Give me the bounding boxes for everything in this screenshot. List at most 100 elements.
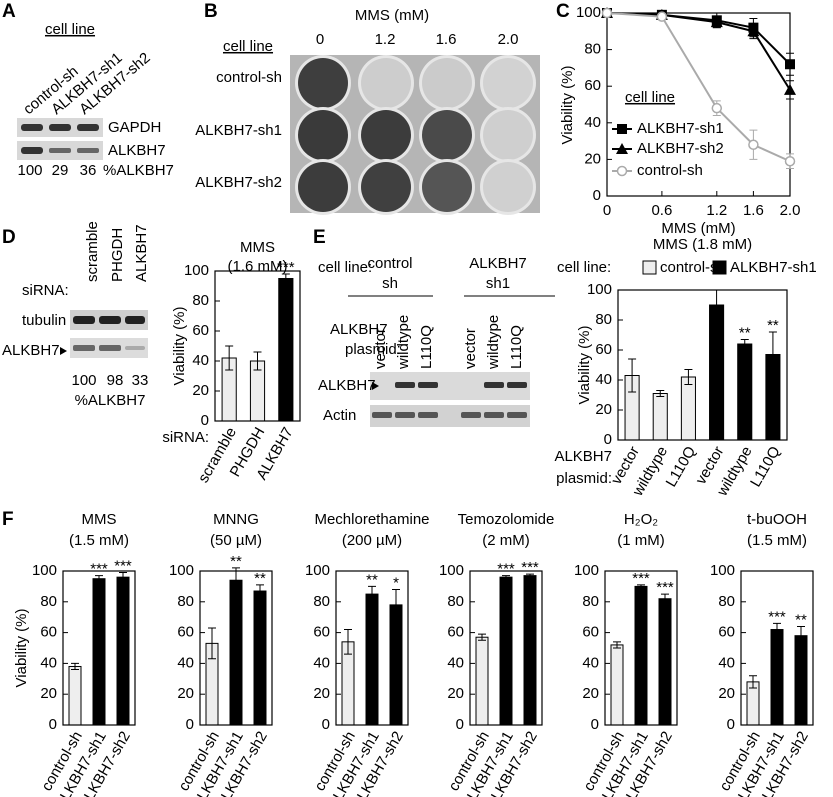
y-tick-label: 20	[192, 382, 209, 399]
y-tick-label: 60	[718, 624, 735, 641]
y-tick-label: 100	[574, 562, 599, 579]
lane-label: vector	[462, 328, 479, 369]
y-tick-label: 0	[727, 716, 735, 733]
error-bar	[740, 339, 749, 349]
error-bar	[344, 629, 352, 655]
error-bar	[281, 273, 290, 284]
legend-swatch	[712, 260, 727, 275]
y-tick-label: 80	[313, 593, 330, 610]
panel-label: B	[204, 1, 218, 22]
bar	[499, 576, 513, 726]
y-tick-label: 60	[584, 77, 601, 94]
row-label: ALKBH7-sh2	[195, 174, 282, 191]
y-tick-label: 100	[576, 4, 601, 21]
error-bar	[119, 572, 127, 583]
plot-frame	[469, 570, 543, 726]
marker	[601, 7, 613, 19]
y-tick-label: 100	[305, 562, 330, 579]
plot-frame	[214, 270, 301, 422]
x-tick-label: 0	[603, 202, 611, 219]
legend-label: control-sh	[637, 162, 703, 179]
bar	[523, 575, 537, 726]
bar	[389, 604, 403, 726]
y-tick-label: 20	[582, 685, 599, 702]
y-tick-label: 0	[593, 187, 601, 204]
plot-frame	[617, 289, 788, 441]
chart-subtitle: (1.5 mM)	[747, 532, 807, 549]
group-label: sh	[382, 275, 398, 292]
y-tick-label: 0	[604, 431, 612, 448]
plot-frame	[335, 570, 409, 726]
panel-label: A	[2, 1, 16, 22]
bar	[794, 635, 808, 726]
chart-title: Temozolomide	[458, 511, 555, 528]
y-tick-label: 40	[40, 654, 57, 671]
error-bar	[768, 331, 777, 378]
chart-title: MMS	[82, 511, 117, 528]
significance: ***	[632, 570, 650, 587]
error-bar	[392, 588, 400, 621]
chart-title: Mechlorethamine	[314, 511, 429, 528]
y-tick-label: 60	[313, 624, 330, 641]
error-bar	[628, 358, 637, 393]
significance: ***	[656, 579, 674, 596]
bar	[737, 343, 753, 441]
lane-label: wildtype	[395, 315, 412, 370]
y-tick-label: 100	[439, 562, 464, 579]
marker	[784, 155, 796, 167]
plot-frame	[199, 570, 273, 726]
y-tick-label: 80	[192, 292, 209, 309]
bar	[278, 278, 294, 422]
y-tick-label: 80	[582, 593, 599, 610]
group-heading: cell line:	[318, 259, 372, 276]
blot-bands	[73, 316, 145, 351]
plot-frame	[604, 570, 678, 726]
bar	[229, 579, 243, 726]
y-tick-label: 80	[718, 593, 735, 610]
significance: ***	[497, 561, 515, 578]
dose-label: 1.2	[375, 31, 396, 48]
quant-label: %ALKBH7	[75, 392, 146, 409]
marker	[711, 102, 723, 114]
y-tick-label: 20	[313, 685, 330, 702]
panel-label: C	[556, 1, 570, 22]
y-axis-label: Viability (%)	[576, 326, 593, 405]
y-tick-label: 40	[582, 654, 599, 671]
wells	[295, 55, 536, 215]
bar	[634, 585, 648, 726]
significance: ***	[768, 608, 786, 625]
y-tick-label: 60	[192, 322, 209, 339]
significance: ***	[277, 259, 295, 276]
legend-label: control-sh	[660, 259, 726, 276]
bar	[610, 644, 624, 726]
lane-heading: plasmid:	[345, 341, 401, 358]
legend-marker	[616, 165, 628, 177]
y-tick-label: 60	[177, 624, 194, 641]
error-bar	[208, 627, 216, 660]
legend-label: ALKBH7-sh1	[637, 120, 724, 137]
blot	[370, 372, 530, 400]
y-tick-label: 40	[313, 654, 330, 671]
error-bar	[478, 633, 486, 641]
plot-frame	[62, 570, 136, 726]
y-tick-label: 100	[587, 281, 612, 298]
lane-label: L110Q	[418, 325, 435, 369]
bar	[770, 629, 784, 726]
band-label: ALKBH7	[108, 142, 166, 159]
y-tick-label: 0	[201, 412, 209, 429]
significance: **	[366, 571, 378, 588]
y-tick-label: 60	[447, 624, 464, 641]
x-tick-label: 2.0	[780, 202, 801, 219]
significance: ***	[521, 559, 539, 576]
x-axis-label: plasmid:	[556, 470, 612, 487]
plot-frame	[606, 12, 791, 197]
significance: **	[795, 611, 807, 628]
panel-label: D	[2, 227, 16, 248]
y-tick-label: 0	[591, 716, 599, 733]
y-tick-label: 60	[40, 624, 57, 641]
well	[422, 58, 472, 108]
band-label: tubulin	[22, 312, 66, 329]
y-tick-label: 80	[584, 41, 601, 58]
well	[298, 58, 348, 108]
marker	[785, 59, 795, 70]
